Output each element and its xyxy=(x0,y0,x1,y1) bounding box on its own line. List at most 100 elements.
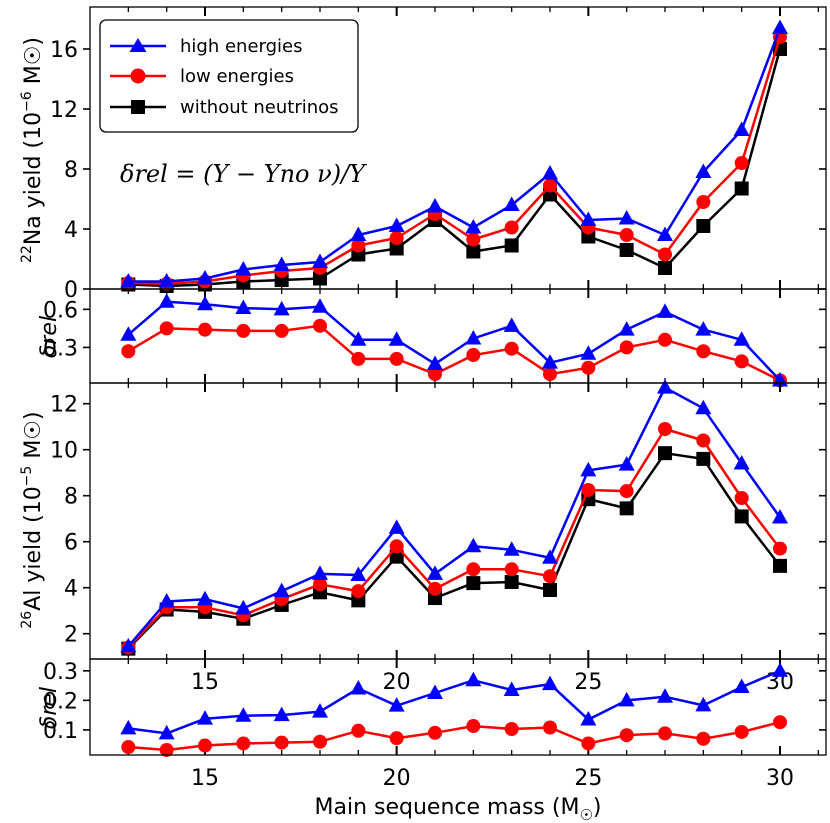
data-point-circle xyxy=(504,562,519,577)
data-point-triangle xyxy=(312,565,328,580)
data-point-circle xyxy=(619,228,634,242)
data-point-circle xyxy=(313,577,327,592)
panel-na22-delta: 0.3 0.6 xyxy=(43,288,827,388)
data-point-square xyxy=(389,549,404,564)
data-point-square xyxy=(773,558,787,573)
data-point-triangle xyxy=(465,219,482,234)
data-point-triangle xyxy=(120,326,137,341)
series-line-triangle xyxy=(128,27,782,283)
series-line-triangle xyxy=(127,386,782,648)
data-point-circle xyxy=(773,715,787,730)
data-point-square xyxy=(543,583,557,597)
data-point-circle xyxy=(466,232,481,247)
data-point-triangle xyxy=(695,321,712,336)
data-point-triangle xyxy=(580,461,597,477)
data-point-circle xyxy=(236,736,251,751)
data-point-square xyxy=(658,446,672,461)
data-point-circle xyxy=(313,318,327,333)
data-point-circle xyxy=(619,728,634,743)
data-point-triangle xyxy=(618,210,635,225)
delta-rel-formula: δrel = (Y − Yno ν)/Y xyxy=(120,160,367,188)
data-point-triangle xyxy=(427,684,443,699)
legend-entry-none: without neutrinos xyxy=(110,97,339,118)
data-point-square xyxy=(466,244,481,259)
data-point-triangle xyxy=(388,519,405,534)
data-point-triangle xyxy=(503,196,520,211)
data-point-triangle xyxy=(427,198,443,213)
data-point-triangle xyxy=(120,719,137,735)
data-point-circle xyxy=(734,491,749,505)
data-point-triangle xyxy=(350,566,367,582)
data-point-circle xyxy=(351,351,366,366)
data-point-triangle xyxy=(197,270,213,285)
data-point-triangle xyxy=(465,537,482,553)
y-tick-label: 6 xyxy=(64,531,78,556)
data-point-triangle xyxy=(273,582,290,598)
data-point-triangle xyxy=(273,256,290,271)
data-point-triangle xyxy=(695,399,712,415)
data-point-circle xyxy=(581,482,596,497)
x-tick-label: 25 xyxy=(574,670,602,695)
data-point-square xyxy=(734,509,749,524)
data-point-square xyxy=(504,238,519,253)
data-point-circle xyxy=(734,156,749,170)
data-point-triangle xyxy=(120,273,137,288)
data-point-triangle xyxy=(542,165,558,180)
data-point-triangle xyxy=(350,331,367,346)
data-point-triangle xyxy=(503,541,520,556)
legend-marker-none xyxy=(131,100,145,114)
series-line-square xyxy=(127,451,781,650)
panel-frame xyxy=(89,658,827,756)
y-tick-label: 0.1 xyxy=(43,719,78,744)
legend: high energies low energies without neutr… xyxy=(99,19,359,133)
data-point-circle xyxy=(428,367,442,382)
data-point-circle xyxy=(351,584,366,599)
data-point-circle xyxy=(658,332,672,347)
data-point-triangle xyxy=(312,298,328,313)
data-point-circle xyxy=(696,195,711,209)
legend-frame xyxy=(99,19,359,133)
panel-al26-delta: 0.1 0.2 0.3 15 20 25 30 xyxy=(43,658,827,791)
data-point-circle xyxy=(543,367,557,382)
data-point-circle xyxy=(313,734,327,749)
data-point-triangle xyxy=(273,300,290,316)
data-point-triangle xyxy=(618,456,635,471)
data-point-triangle xyxy=(158,724,175,740)
data-point-triangle xyxy=(235,299,252,315)
data-point-circle xyxy=(696,344,711,359)
data-point-triangle xyxy=(733,678,750,694)
data-point-triangle xyxy=(120,637,137,653)
al26-delta-ylabel: δrel xyxy=(37,687,62,729)
data-point-triangle xyxy=(618,321,635,336)
data-point-circle xyxy=(619,484,634,499)
data-point-circle xyxy=(696,433,711,448)
data-point-circle xyxy=(159,321,174,336)
data-point-circle xyxy=(351,238,366,253)
data-point-triangle xyxy=(388,217,405,232)
legend-marker-low xyxy=(130,68,146,84)
data-point-triangle xyxy=(695,163,712,178)
data-point-triangle xyxy=(235,261,252,276)
legend-label-low: low energies xyxy=(180,66,294,87)
data-point-triangle xyxy=(733,331,750,346)
data-point-triangle xyxy=(772,19,788,34)
data-point-square xyxy=(696,219,711,233)
data-point-triangle xyxy=(580,211,597,226)
data-point-circle xyxy=(389,539,404,554)
x-tick-label: 20 xyxy=(383,766,411,791)
data-point-triangle xyxy=(733,121,750,136)
data-point-triangle xyxy=(312,253,328,268)
y-tick-label: 0.2 xyxy=(43,689,78,714)
data-point-circle xyxy=(504,220,519,235)
legend-label-none: without neutrinos xyxy=(180,97,339,118)
data-point-triangle xyxy=(197,710,213,725)
x-axis-label: Main sequence mass (M☉) xyxy=(315,795,602,823)
data-point-square xyxy=(466,576,481,591)
x-tick-label: 30 xyxy=(766,766,794,791)
data-point-circle xyxy=(466,719,481,734)
data-point-triangle xyxy=(197,295,213,311)
data-point-triangle xyxy=(235,707,252,722)
y-tick-label: 12 xyxy=(50,393,78,418)
data-point-square xyxy=(619,501,634,516)
